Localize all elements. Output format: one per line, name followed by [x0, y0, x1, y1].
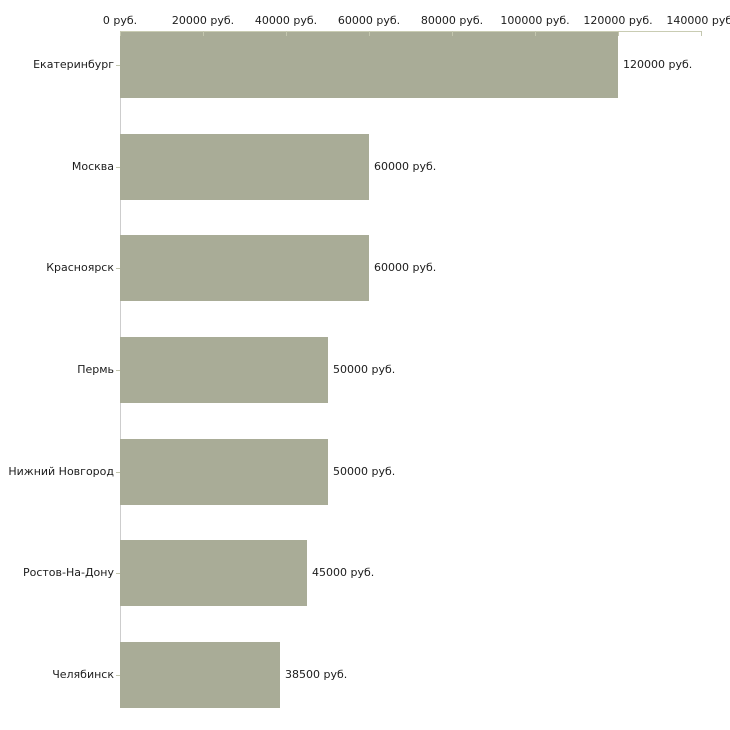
category-label: Красноярск [46, 261, 114, 274]
category-label: Ростов-На-Дону [22, 566, 114, 579]
category-tick [116, 65, 120, 66]
x-tick [120, 31, 121, 36]
category-label: Екатеринбург [33, 58, 114, 71]
bar [120, 235, 369, 301]
category-label: Пермь [77, 363, 114, 376]
bar-value-label: 45000 руб. [312, 566, 375, 579]
bar-value-label: 50000 руб. [333, 465, 396, 478]
category-tick [116, 268, 120, 269]
bar-value-label: 60000 руб. [374, 160, 437, 173]
x-tick-label: 60000 руб. [337, 14, 401, 27]
x-tick-label: 40000 руб. [254, 14, 318, 27]
x-tick [369, 31, 370, 36]
bar [120, 337, 328, 403]
category-tick [116, 167, 120, 168]
bar-value-label: 50000 руб. [333, 363, 396, 376]
bar [120, 642, 280, 708]
category-tick [116, 472, 120, 473]
bar-value-label: 60000 руб. [374, 261, 437, 274]
x-tick-label: 20000 руб. [171, 14, 235, 27]
bar [120, 32, 618, 98]
bar [120, 134, 369, 200]
x-tick-label: 120000 руб. [583, 14, 653, 27]
category-label: Челябинск [52, 668, 114, 681]
bar [120, 439, 328, 505]
x-tick [618, 31, 619, 36]
bar [120, 540, 307, 606]
bar-value-label: 38500 руб. [285, 668, 348, 681]
x-tick [286, 31, 287, 36]
x-tick [203, 31, 204, 36]
x-axis-line [120, 31, 702, 32]
category-label: Москва [71, 160, 114, 173]
category-tick [116, 370, 120, 371]
x-tick [701, 31, 702, 36]
x-tick-label: 140000 руб. [666, 14, 730, 27]
category-tick [116, 675, 120, 676]
x-tick-label: 80000 руб. [420, 14, 484, 27]
x-tick-label: 0 руб. [102, 14, 138, 27]
bar-value-label: 120000 руб. [623, 58, 693, 71]
x-tick [535, 31, 536, 36]
x-tick [452, 31, 453, 36]
category-label: Нижний Новгород [8, 465, 114, 478]
x-tick-label: 100000 руб. [500, 14, 570, 27]
category-tick [116, 573, 120, 574]
